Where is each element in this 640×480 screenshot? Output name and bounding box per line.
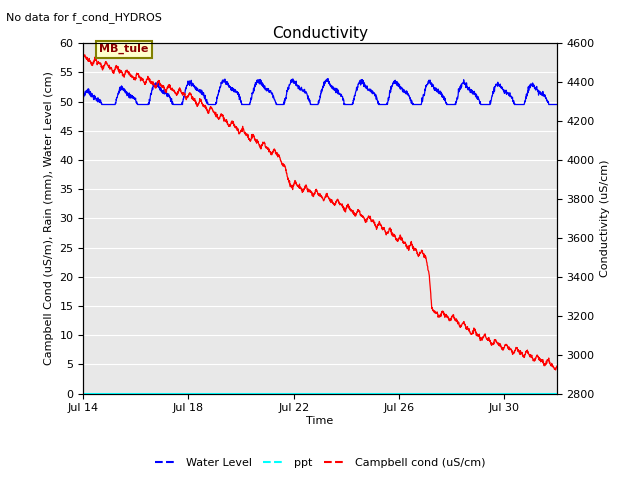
Legend: Water Level, ppt, Campbell cond (uS/cm): Water Level, ppt, Campbell cond (uS/cm) <box>150 453 490 472</box>
Text: No data for f_cond_HYDROS: No data for f_cond_HYDROS <box>6 12 163 23</box>
Y-axis label: Campbell Cond (uS/m), Rain (mm), Water Level (cm): Campbell Cond (uS/m), Rain (mm), Water L… <box>44 72 54 365</box>
Title: Conductivity: Conductivity <box>272 25 368 41</box>
Y-axis label: Conductivity (uS/cm): Conductivity (uS/cm) <box>600 160 611 277</box>
X-axis label: Time: Time <box>307 416 333 426</box>
Text: MB_tule: MB_tule <box>99 44 148 54</box>
